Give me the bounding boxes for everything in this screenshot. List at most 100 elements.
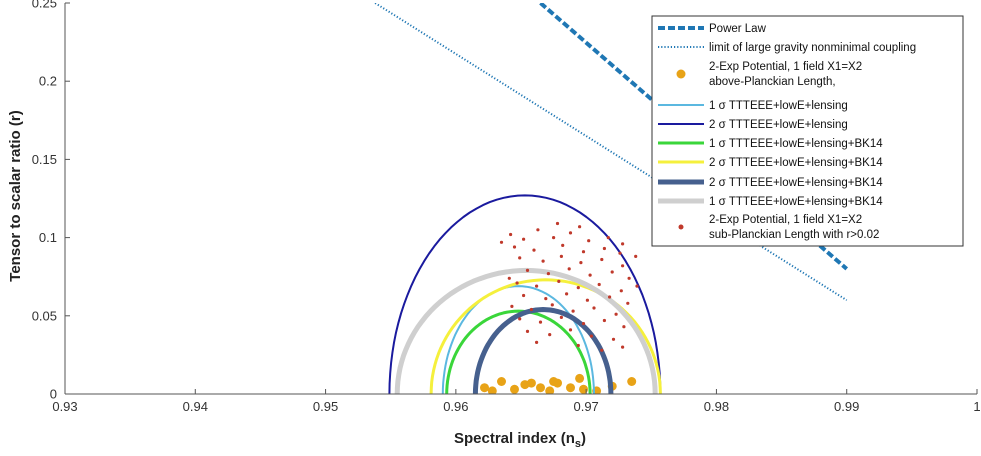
series-9-2-exp-potential-1-field-x1-x2-point-35 [585,298,590,302]
series-9-2-exp-potential-1-field-x1-x2-point-24 [610,270,614,274]
legend-2-label-2: above-Planckian Length, [709,76,836,88]
series-9-2-exp-potential-1-field-x1-x2-point-16 [559,254,564,258]
series-9-2-exp-potential-1-field-x1-x2-point-20 [525,268,530,272]
series-9-2-exp-potential-1-field-x1-x2-point-46 [559,315,564,319]
series-6-2-sigma-ttteee-lowe-lensing-bk14 [429,278,662,394]
series-9-2-exp-potential-1-field-x1-x2-point-23 [588,273,592,277]
series-9-2-exp-potential-1-field-x1-x2-point-34 [565,292,569,296]
y-tick-label: 0 [50,387,57,402]
series-9-2-exp-potential-1-field-x1-x2-point-39 [529,307,534,312]
y-tick-label: 0.1 [39,230,57,245]
series-9-2-exp-potential-1-field-x1-x2-point-19 [621,264,625,268]
x-tick-label: 0.99 [834,399,859,414]
series-9-2-exp-potential-1-field-x1-x2-point-58 [634,254,638,258]
series-9-2-exp-potential-1-field-x1-x2-point-32 [522,293,526,298]
series-9-2-exp-potential-1-field-x1-x2-point-10 [561,243,565,247]
series-2-2-exp-potential-1-field-x1-x2-point-5 [536,383,545,393]
legend-3-label: 1 σ TTTEEE+lowE+lensing [709,100,848,112]
legend-9-label: 2-Exp Potential, 1 field X1=X2 [709,214,862,226]
series-9-2-exp-potential-1-field-x1-x2-point-45 [538,320,543,324]
series-9-2-exp-potential-1-field-x1-x2-point-12 [602,246,607,251]
series-9-2-exp-potential-1-field-x1-x2-point-22 [567,267,571,271]
series-9-2-exp-potential-1-field-x1-x2-point-59 [507,276,511,280]
series-9-2-exp-potential-1-field-x1-x2-point-33 [544,297,548,301]
legend-9-marker [678,224,684,230]
series-9-2-exp-potential-1-field-x1-x2-point-60 [635,284,639,288]
series-2-2-exp-potential-1-field-x1-x2-point-15 [526,378,536,388]
legend-2-marker [676,69,686,79]
series-9-2-exp-potential-1-field-x1-x2-point-1 [522,237,526,241]
x-tick-label: 0.94 [183,399,208,414]
series-9-2-exp-potential-1-field-x1-x2-point-9 [532,248,536,252]
x-axis-label: Spectral index (ns) [454,430,586,450]
series-9-2-exp-potential-1-field-x1-x2-point-7 [621,242,625,246]
axes-layer: 0.93 0.94 0.95 0.96 0.97 0.98 0.99 1 0 0.05 0.1 0.1… [32,0,981,414]
legend-4-label: 2 σ TTTEEE+lowE+lensing [709,119,848,131]
series-9-2-exp-potential-1-field-x1-x2-point-17 [579,261,583,265]
y-axis-label: Tensor to scalar ratio (r) [7,110,24,281]
series-9-2-exp-potential-1-field-x1-x2-point-49 [622,325,626,329]
series-9-2-exp-potential-1-field-x1-x2-point-42 [592,306,596,310]
y-tick-label: 0.25 [32,0,57,11]
x-tick-label: 1 [973,399,980,414]
series-9-2-exp-potential-1-field-x1-x2 [499,221,639,352]
series-9-2-exp-potential-1-field-x1-x2-point-14 [518,256,522,260]
series-2-2-exp-potential-1-field-x1-x2-point-0 [480,383,489,393]
legend-0-label: Power Law [709,23,767,35]
legend-1-label: limit of large gravity nonminimal coupli… [709,42,916,54]
series-9-2-exp-potential-1-field-x1-x2-point-8 [512,245,517,249]
legend-5-label: 1 σ TTTEEE+lowE+lensing+BK14 [709,138,883,150]
x-tick-label: 0.93 [52,399,77,414]
series-9-2-exp-potential-1-field-x1-x2-point-40 [550,303,554,307]
series-9-2-exp-potential-1-field-x1-x2-point-51 [548,333,552,337]
legend-box [651,15,964,247]
x-tick-label: 0.98 [704,399,729,414]
legend-6-label: 2 σ TTTEEE+lowE+lensing+BK14 [709,157,883,169]
series-9-2-exp-potential-1-field-x1-x2-point-52 [568,328,573,332]
legend-2-label: 2-Exp Potential, 1 field X1=X2 [709,61,862,73]
series-2-2-exp-potential-1-field-x1-x2-point-2 [497,377,506,386]
series-9-2-exp-potential-1-field-x1-x2-point-13 [618,251,622,255]
series-9-2-exp-potential-1-field-x1-x2-point-26 [515,281,519,285]
series-9-2-exp-potential-1-field-x1-x2-point-54 [611,337,616,341]
y-tick-label: 0.2 [39,74,57,89]
series-2-2-exp-potential-1-field-x1-x2-point-12 [627,377,637,386]
series-9-2-exp-potential-1-field-x1-x2-point-15 [541,259,545,263]
series-9-2-exp-potential-1-field-x1-x2-point-28 [557,279,561,283]
series-9-2-exp-potential-1-field-x1-x2-point-25 [627,276,631,280]
series-9-2-exp-potential-1-field-x1-x2-point-63 [600,348,604,352]
series-3-1-sigma-ttteee-lowe-lensing [441,285,595,394]
series-9-2-exp-potential-1-field-x1-x2-point-18 [600,257,604,262]
x-tick-label: 0.97 [573,399,598,414]
series-9-2-exp-potential-1-field-x1-x2-point-48 [602,318,607,323]
series-9-2-exp-potential-1-field-x1-x2-point-57 [499,240,504,244]
series-9-2-exp-potential-1-field-x1-x2-point-64 [621,345,625,349]
series-2-2-exp-potential-1-field-x1-x2-point-9 [579,384,588,394]
series-9-2-exp-potential-1-field-x1-x2-point-47 [581,322,586,326]
series-9-2-exp-potential-1-field-x1-x2-point-56 [578,225,582,229]
series-4-2-sigma-ttteee-lowe-lensing [388,194,662,394]
series-9-2-exp-potential-1-field-x1-x2-point-43 [614,312,618,316]
legend-7-label: 2 σ TTTEEE+lowE+lensing+BK14 [709,177,883,189]
series-9-2-exp-potential-1-field-x1-x2-point-21 [546,272,551,276]
series-9-2-exp-potential-1-field-x1-x2-point-3 [552,236,556,240]
series-9-2-exp-potential-1-field-x1-x2-point-53 [589,334,594,338]
series-9-2-exp-potential-1-field-x1-x2-point-29 [576,286,580,290]
series-2-2-exp-potential-1-field-x1-x2-point-8 [566,383,575,393]
y-tick-label: 0.05 [32,308,57,323]
series-2-2-exp-potential-1-field-x1-x2-point-13 [575,373,585,383]
series-9-2-exp-potential-1-field-x1-x2-point-6 [606,236,610,240]
series-1-limit-of-large-gravity-nonminimal-coupling [374,3,848,302]
series-9-2-exp-potential-1-field-x1-x2-point-38 [510,304,514,308]
series-9-2-exp-potential-1-field-x1-x2-point-44 [518,317,522,321]
series-9-2-exp-potential-1-field-x1-x2-point-5 [587,239,591,243]
series-9-2-exp-potential-1-field-x1-x2-point-37 [626,301,630,305]
series-9-2-exp-potential-1-field-x1-x2-point-0 [509,232,513,237]
series-9-2-exp-potential-1-field-x1-x2-point-50 [525,329,530,333]
series-2-2-exp-potential-1-field-x1-x2-point-3 [510,384,519,394]
series-9-2-exp-potential-1-field-x1-x2-point-62 [576,343,580,348]
x-tick-label: 0.95 [313,399,338,414]
legend-8-label: 1 σ TTTEEE+lowE+lensing+BK14 [709,196,883,208]
series-9-2-exp-potential-1-field-x1-x2-point-4 [568,231,573,235]
